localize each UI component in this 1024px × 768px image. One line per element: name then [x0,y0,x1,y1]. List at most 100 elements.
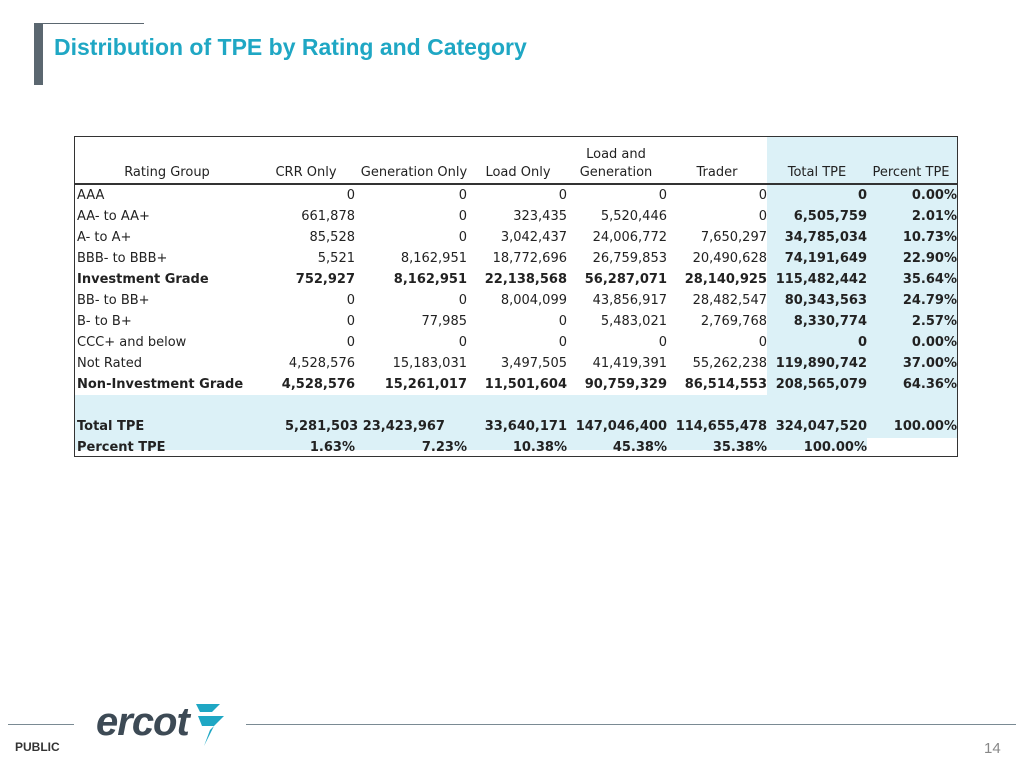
cell-load: 22,138,568 [484,272,567,287]
ercot-logo: ercot [96,700,190,744]
total-crr-gen: 5,281,503 23,423,967 [285,419,445,434]
cell-pct: 35.64% [902,272,957,287]
total-pct: 100.00% [893,419,957,434]
cell-name: BBB- to BBB+ [77,251,168,266]
col-total-tpe: Total TPE [787,165,847,180]
cell-gen: 15,261,017 [384,377,467,392]
cell-pct: 2.57% [911,314,957,329]
cell-trader: 28,482,547 [692,293,767,308]
table-row: AAA 0 0 0 0 0 0 0.00% [75,185,957,206]
cell-lg: 0 [658,335,667,350]
cell-name: B- to B+ [77,314,132,329]
percent-total: 100.00% [803,440,867,455]
cell-load: 323,435 [513,209,567,224]
cell-lg: 26,759,853 [592,251,667,266]
total-load-gen: 147,046,400 [575,419,667,434]
cell-name: AA- to AA+ [77,209,150,224]
cell-pct: 22.90% [902,251,957,266]
cell-load: 0 [558,188,567,203]
cell-trader: 0 [758,209,767,224]
bolt-logo-icon [196,704,224,746]
total-cell-highlight [767,227,957,248]
total-cell-highlight [767,353,957,374]
cell-total: 208,565,079 [775,377,867,392]
percent-load: 10.38% [512,440,567,455]
total-cell-highlight [767,185,957,206]
cell-gen: 0 [458,209,467,224]
total-cell-highlight [767,248,957,269]
cell-lg: 41,419,391 [592,356,667,371]
page-number: 14 [984,740,1001,757]
cell-total: 8,330,774 [793,314,867,329]
table-row: BBB- to BBB+ 5,521 8,162,951 18,772,696 26,7… [75,248,957,269]
cell-gen: 8,162,951 [400,251,467,266]
table-row-percent: Percent TPE 1.63% 7.23% 10.38% 45.38% 35… [75,437,957,458]
cell-lg: 56,287,071 [584,272,667,287]
cell-name: Not Rated [77,356,142,371]
cell-lg: 5,520,446 [600,209,667,224]
cell-lg: 5,483,021 [600,314,667,329]
table-row: Not Rated 4,528,576 15,183,031 3,497,505 41,… [75,353,957,374]
cell-trader: 28,140,925 [684,272,767,287]
col-load-only: Load Only [485,165,551,180]
cell-gen: 0 [458,335,467,350]
cell-pct: 0.00% [911,335,957,350]
table-row-total: Total TPE 5,281,503 23,423,967 33,640,17… [75,416,957,437]
cell-lg: 90,759,329 [584,377,667,392]
percent-load-gen: 45.38% [612,440,667,455]
total-load: 33,640,171 [484,419,567,434]
cell-total: 0 [857,335,867,350]
col-crr-only: CRR Only [275,165,337,180]
cell-name: BB- to BB+ [77,293,150,308]
cell-gen: 15,183,031 [392,356,467,371]
table-row: AA- to AA+ 661,878 0 323,435 5,520,446 0 6,505… [75,206,957,227]
footer-divider-right [246,724,1016,725]
cell-lg: 0 [658,188,667,203]
cell-name: Investment Grade [77,272,209,287]
cell-load: 18,772,696 [492,251,567,266]
cell-gen: 0 [458,293,467,308]
percent-label: Percent TPE [77,440,166,455]
cell-total: 6,505,759 [793,209,867,224]
cell-gen: 0 [458,230,467,245]
cell-load: 0 [558,314,567,329]
col-generation: Generation [579,165,653,180]
cell-name: CCC+ and below [77,335,187,350]
cell-name: AAA [77,188,105,203]
total-columns-highlight [767,137,957,183]
cell-crr: 85,528 [309,230,356,245]
cell-trader: 0 [758,335,767,350]
total-cell-highlight [767,290,957,311]
tpe-table: Rating Group CRR Only Generation Only Lo… [74,136,958,457]
cell-crr: 0 [346,188,355,203]
total-trader: 114,655,478 [675,419,767,434]
cell-crr: 752,927 [295,272,355,287]
title-accent-line [34,23,144,24]
cell-gen: 77,985 [421,314,468,329]
total-cell-highlight [767,374,957,395]
cell-crr: 4,528,576 [281,377,355,392]
cell-total: 80,343,563 [784,293,867,308]
cell-lg: 43,856,917 [592,293,667,308]
cell-crr: 661,878 [301,209,355,224]
col-generation-only: Generation Only [360,165,468,180]
page-title: Distribution of TPE by Rating and Catego… [54,34,527,60]
col-trader: Trader [696,165,738,180]
cell-load: 8,004,099 [500,293,567,308]
table-row: B- to B+ 0 77,985 0 5,483,021 2,769,768 8,330,… [75,311,957,332]
col-rating-group: Rating Group [124,165,210,180]
table-row: Non-Investment Grade 4,528,576 15,261,017 1… [75,374,957,395]
cell-pct: 37.00% [902,356,957,371]
totals-highlight [75,395,957,450]
cell-crr: 4,528,576 [288,356,355,371]
total-label: Total TPE [77,419,145,434]
total-cell-highlight [767,332,957,353]
cell-pct: 10.73% [902,230,957,245]
percent-blank-cell [867,438,957,456]
total-cell-highlight [767,269,957,290]
cell-crr: 0 [346,293,355,308]
cell-load: 11,501,604 [484,377,567,392]
cell-trader: 0 [758,188,767,203]
title-accent-bar [34,23,43,85]
col-percent-tpe: Percent TPE [872,165,950,180]
